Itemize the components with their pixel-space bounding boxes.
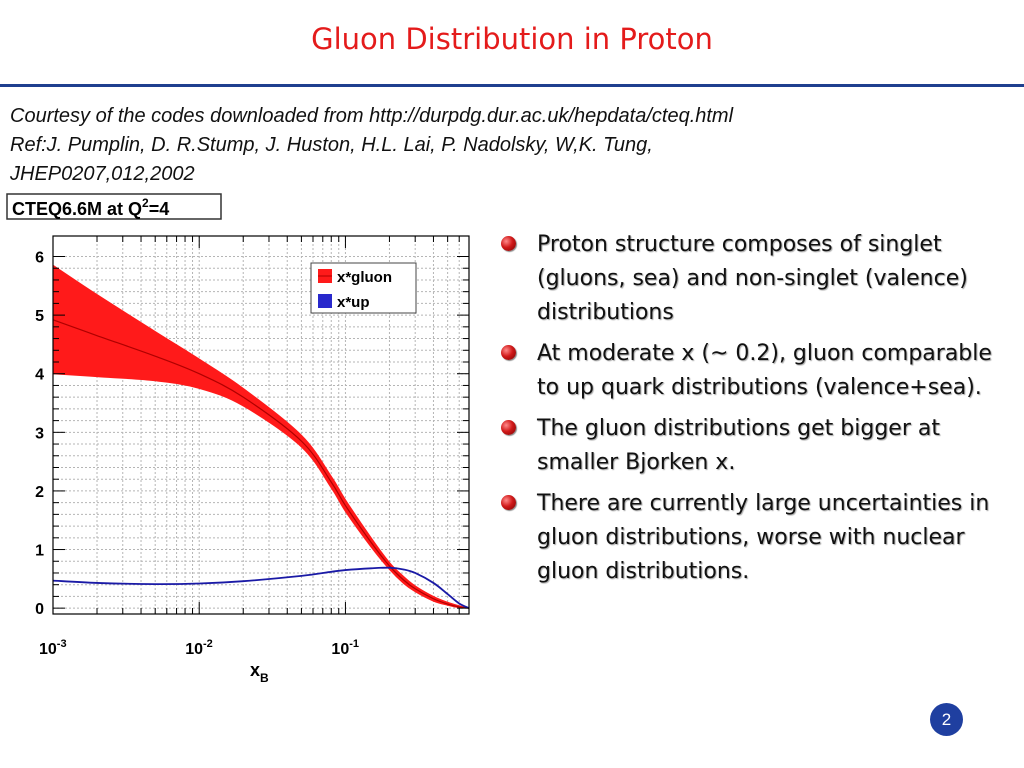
legend-label-up: x*up <box>337 294 370 311</box>
chart-title-main: CTEQ6.6M at Q <box>12 199 142 219</box>
y-tick-label: 6 <box>35 250 44 267</box>
bullet-list: Proton structure composes of singlet (gl… <box>500 228 1005 596</box>
x-axis-label-main: x <box>250 660 260 680</box>
bullet-text: At moderate x (~ 0.2), gluon comparable … <box>537 341 992 400</box>
bullet-item: There are currently large uncertainties … <box>500 487 1005 589</box>
bullet-text: There are currently large uncertainties … <box>537 491 990 584</box>
chart-title: CTEQ6.6M at Q2=4 <box>12 196 169 219</box>
y-tick-label: 3 <box>35 425 44 442</box>
reference-line: Ref:J. Pumplin, D. R.Stump, J. Huston, H… <box>10 134 653 156</box>
legend-label-gluon: x*gluon <box>337 269 392 286</box>
page-number: 2 <box>930 703 963 736</box>
x-axis-label-sub: B <box>260 671 269 685</box>
y-tick-label: 4 <box>35 367 44 384</box>
x-tick-label: 10-2 <box>185 638 213 658</box>
courtesy-text: Courtesy of the codes downloaded from ht… <box>10 102 733 189</box>
gluon-uncertainty-band <box>52 264 470 609</box>
bullet-item: The gluon distributions get bigger at sm… <box>500 412 1005 480</box>
y-tick-label: 1 <box>35 543 44 560</box>
x-tick-label: 10-3 <box>39 638 67 658</box>
courtesy-line: Courtesy of the codes downloaded from ht… <box>10 105 734 127</box>
y-tick-label: 0 <box>35 601 44 618</box>
chart-title-sup: 2 <box>142 196 149 210</box>
legend: x*gluon x*up <box>310 262 417 314</box>
bullet-icon <box>501 495 516 510</box>
gluon-central-line <box>52 319 470 609</box>
legend-swatch-up <box>318 294 332 308</box>
x-axis-label: xB <box>250 660 269 685</box>
bullet-icon <box>501 236 516 251</box>
grid <box>52 236 469 614</box>
x-tick-labels: 10-3 10-2 10-1 <box>39 638 359 658</box>
bullet-icon <box>501 420 516 435</box>
journal-line: JHEP0207,012,2002 <box>10 163 195 185</box>
bullet-text: Proton structure composes of singlet (gl… <box>537 232 968 325</box>
up-quark-line <box>52 566 470 609</box>
title-divider <box>0 84 1024 87</box>
gluon-band-layer <box>52 264 470 609</box>
y-tick-labels: 0 1 2 3 4 5 6 <box>35 250 44 619</box>
bullet-text: The gluon distributions get bigger at sm… <box>537 416 940 475</box>
chart-title-box: CTEQ6.6M at Q2=4 <box>6 193 222 220</box>
bullet-icon <box>501 345 516 360</box>
curve-layer <box>52 319 470 609</box>
bullet-item: Proton structure composes of singlet (gl… <box>500 228 1005 330</box>
plot-frame <box>52 235 470 615</box>
slide-title: Gluon Distribution in Proton <box>311 22 713 56</box>
y-tick-label: 2 <box>35 484 44 501</box>
y-tick-label: 5 <box>35 308 44 325</box>
chart-title-tail: =4 <box>149 199 170 219</box>
x-tick-label: 10-1 <box>331 638 359 658</box>
axis-ticks <box>52 236 469 614</box>
bullet-item: At moderate x (~ 0.2), gluon comparable … <box>500 337 1005 405</box>
